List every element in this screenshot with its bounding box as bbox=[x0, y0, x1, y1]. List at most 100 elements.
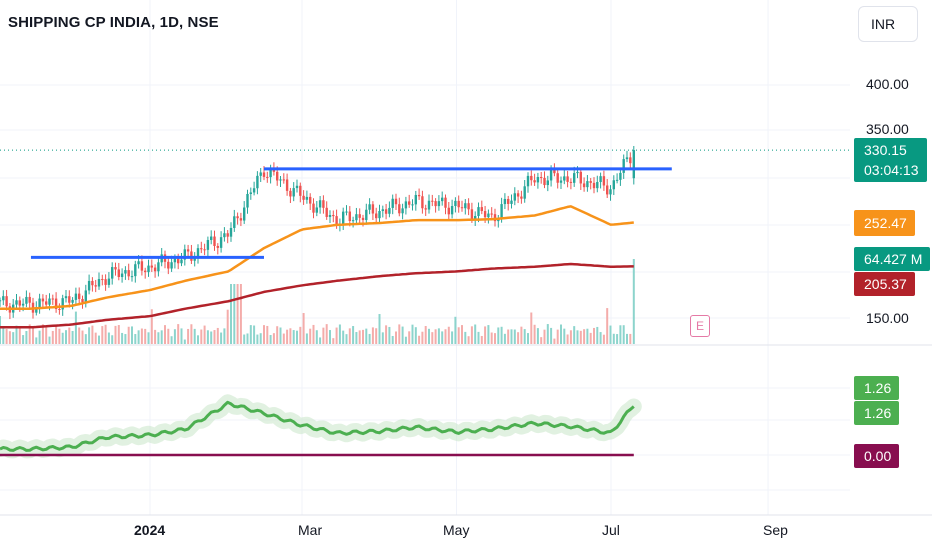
x-axis-label: Sep bbox=[763, 522, 788, 538]
volume-bar bbox=[107, 332, 110, 344]
currency-button[interactable]: INR bbox=[858, 6, 918, 42]
candle-body bbox=[612, 180, 615, 190]
volume-bar bbox=[517, 332, 520, 344]
candle-body bbox=[302, 195, 305, 200]
candle-body bbox=[351, 220, 355, 222]
candle-body bbox=[282, 179, 285, 181]
volume-bar bbox=[187, 328, 190, 344]
last-price-badge: 330.15 03:04:13 bbox=[854, 138, 927, 182]
candle-body bbox=[45, 301, 48, 305]
candle-body bbox=[424, 208, 427, 210]
candle-body bbox=[236, 216, 239, 219]
volume-bar bbox=[167, 328, 170, 344]
volume-bar bbox=[276, 326, 279, 344]
volume-bar bbox=[170, 336, 173, 344]
volume-bar bbox=[74, 311, 77, 344]
volume-bar bbox=[183, 339, 186, 344]
candle-body bbox=[68, 296, 71, 303]
candle-body bbox=[556, 173, 559, 183]
candle-body bbox=[348, 211, 351, 222]
candle-body bbox=[384, 209, 388, 214]
candle-body bbox=[559, 180, 563, 183]
candle-body bbox=[259, 172, 262, 176]
candle-body bbox=[480, 207, 483, 212]
candle-body bbox=[101, 279, 104, 281]
candle-body bbox=[305, 196, 309, 200]
candle-body bbox=[170, 262, 173, 269]
candle-body bbox=[38, 298, 41, 308]
candle-body bbox=[157, 262, 160, 272]
volume-bar bbox=[319, 337, 322, 344]
volume-bar bbox=[553, 338, 556, 344]
candle-body bbox=[582, 183, 586, 188]
volume-bar bbox=[533, 324, 536, 344]
volume-bar bbox=[619, 325, 622, 344]
volume-bar bbox=[5, 329, 8, 344]
candle-body bbox=[266, 176, 269, 178]
candle-body bbox=[223, 233, 226, 238]
volume-bar bbox=[507, 329, 510, 344]
volume-bar bbox=[355, 331, 358, 344]
candle-body bbox=[322, 200, 325, 208]
volume-bar bbox=[65, 330, 67, 344]
candle-body bbox=[632, 150, 635, 179]
volume-bar bbox=[0, 316, 1, 344]
candle-body bbox=[137, 261, 140, 265]
volume-bar bbox=[88, 327, 91, 344]
candle-body bbox=[447, 207, 450, 215]
volume-bar bbox=[520, 326, 523, 344]
volume-bar bbox=[302, 313, 305, 344]
volume-bar bbox=[48, 336, 51, 344]
volume-bar bbox=[51, 330, 54, 344]
volume-bar bbox=[157, 332, 160, 344]
volume-badge: 64.427 M bbox=[854, 247, 931, 271]
candle-body bbox=[193, 257, 196, 261]
volume-bar bbox=[583, 329, 586, 344]
candle-body bbox=[516, 193, 520, 197]
candle-body bbox=[375, 213, 378, 219]
candle-body bbox=[437, 201, 441, 207]
volume-bar bbox=[461, 325, 463, 344]
ema-fast-badge: 252.47 bbox=[854, 210, 915, 236]
volume-bar bbox=[338, 324, 341, 344]
candle-body bbox=[25, 296, 28, 304]
candle-body bbox=[289, 190, 292, 197]
candle-body bbox=[173, 258, 177, 263]
price-axis-label: 150.00 bbox=[866, 310, 909, 326]
volume-bar bbox=[203, 325, 206, 344]
volume-bar bbox=[451, 331, 454, 344]
volume-bar bbox=[467, 336, 470, 344]
x-axis-label: 2024 bbox=[134, 522, 166, 538]
candle-body bbox=[120, 273, 124, 278]
candle-body bbox=[210, 236, 213, 241]
volume-bar bbox=[589, 332, 592, 344]
volume-bar bbox=[12, 332, 15, 344]
candle-body bbox=[276, 171, 279, 181]
volume-bar bbox=[104, 324, 107, 344]
volume-bar bbox=[470, 326, 473, 344]
candle-body bbox=[546, 180, 549, 186]
volume-bar bbox=[269, 335, 272, 344]
volume-bar bbox=[527, 333, 529, 344]
volume-bar bbox=[124, 334, 127, 344]
volume-bar bbox=[312, 324, 315, 344]
x-axis-label: May bbox=[443, 522, 470, 538]
x-axis-label: Jul bbox=[602, 522, 620, 538]
candle-body bbox=[61, 298, 64, 310]
candle-body bbox=[342, 211, 345, 224]
volume-bar bbox=[91, 325, 94, 344]
candle-body bbox=[18, 300, 21, 306]
candle-body bbox=[84, 290, 87, 303]
candle-body bbox=[328, 214, 332, 217]
candle-body bbox=[153, 267, 157, 272]
candle-body bbox=[177, 258, 180, 264]
candle-body bbox=[411, 204, 414, 206]
volume-bar bbox=[2, 327, 5, 344]
volume-bar bbox=[612, 333, 615, 344]
candle-body bbox=[450, 206, 454, 215]
candle-body bbox=[345, 211, 348, 213]
candle-body bbox=[609, 189, 612, 195]
earnings-marker[interactable]: E bbox=[690, 315, 710, 337]
volume-bar bbox=[71, 330, 74, 344]
